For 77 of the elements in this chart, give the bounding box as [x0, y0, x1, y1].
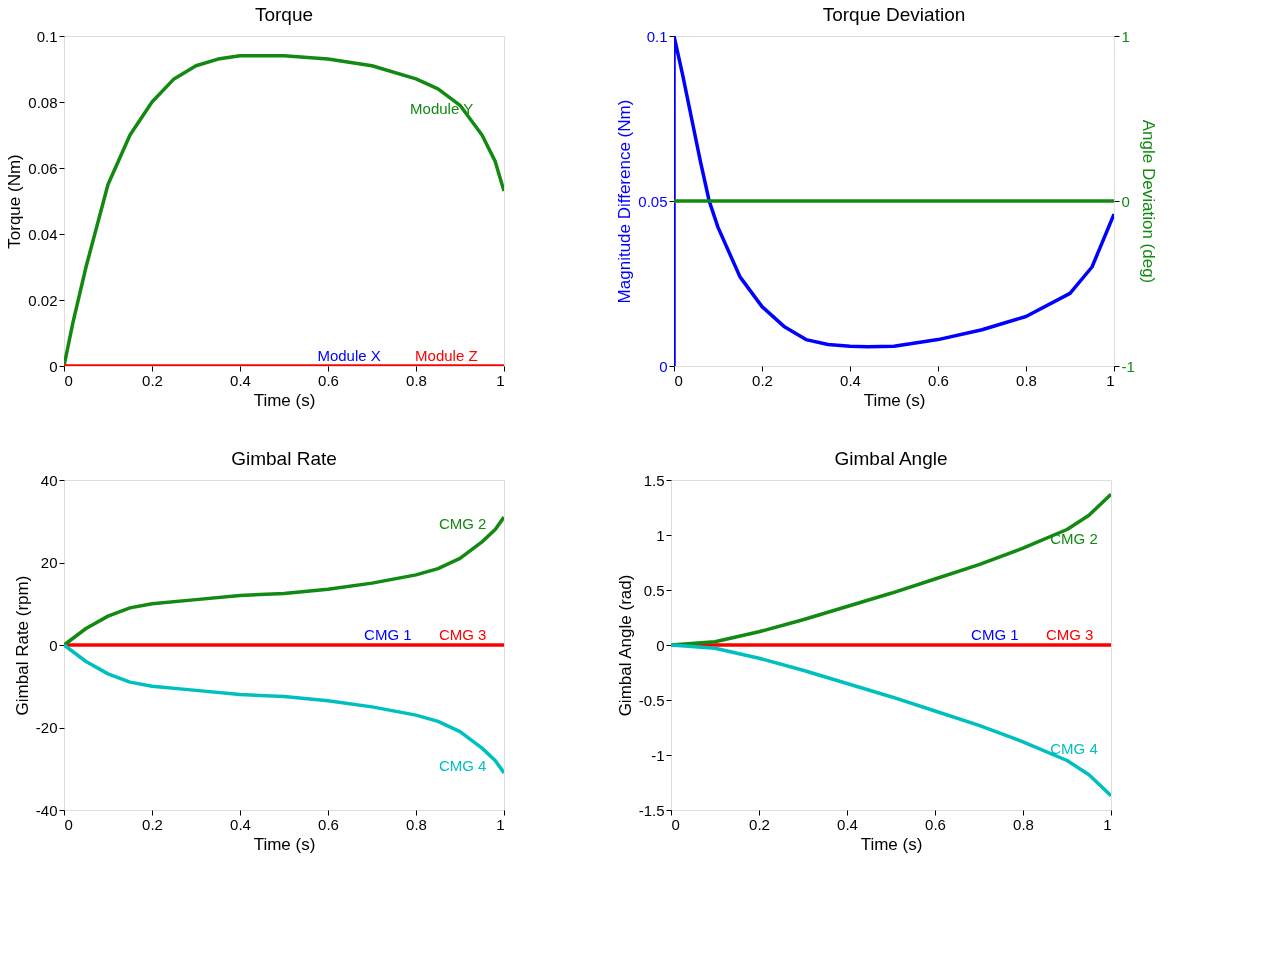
chart-title: Torque	[254, 4, 314, 25]
x-tick-label: 0	[64, 815, 73, 833]
chart-title: Gimbal Angle	[834, 448, 948, 469]
x-tick-label: 1	[496, 815, 505, 833]
x-axis-title: Time (s)	[860, 834, 923, 854]
y-axis-title: Gimbal Angle (rad)	[615, 574, 635, 717]
y-axis-title: Torque (Nm)	[5, 154, 25, 249]
y-tick-label: 1.5	[643, 471, 665, 489]
y-tick-label: 0	[49, 636, 58, 654]
x-tick-label: 0.2	[749, 815, 770, 833]
y-tick-label: 0	[656, 636, 665, 654]
x-tick-label: 0.4	[230, 371, 251, 389]
x-tick-label: 0	[674, 371, 683, 389]
y-tick-label: 0.08	[28, 93, 58, 111]
y-tick-label: -20	[35, 719, 58, 736]
chart-title: Gimbal Rate	[231, 448, 337, 469]
series-label: CMG 4	[438, 757, 487, 775]
x-tick-label: 0.8	[406, 371, 427, 389]
y-axis-title: Gimbal Rate (rpm)	[12, 575, 32, 716]
y-tick-label: -0.5	[638, 691, 665, 709]
legend-label: CMG 1	[364, 626, 412, 643]
y-tick-label: 0.1	[36, 27, 58, 45]
x-tick-label: 0.4	[840, 371, 861, 389]
legend-label: CMG 1	[971, 626, 1019, 643]
x-axis-title: Time (s)	[863, 390, 926, 410]
y2-tick-label: -1	[1121, 357, 1135, 375]
y-tick-label: -1.5	[638, 801, 665, 819]
x-tick-label: 0.8	[406, 815, 427, 833]
line-series	[671, 492, 1111, 647]
series-label: CMG 3	[1045, 626, 1094, 643]
series-label: Module Y	[410, 100, 474, 118]
series-label: CMG 4	[1050, 740, 1098, 758]
y2-tick-label: 0	[1121, 192, 1130, 210]
x-tick-label: 0.8	[1016, 371, 1037, 389]
series-label: Module Z	[415, 347, 478, 364]
x-tick-label: 0.2	[752, 371, 773, 389]
line-series	[64, 515, 504, 647]
y-tick-label: 20	[40, 554, 58, 571]
x-tick-label: 0.4	[230, 815, 251, 833]
y-tick-label: 0.02	[28, 291, 58, 309]
y-tick-label: -1	[651, 746, 665, 764]
x-axis-title: Time (s)	[253, 390, 316, 410]
line-series	[64, 54, 504, 366]
y-tick-label: 0.5	[643, 581, 665, 599]
y-tick-label: 40	[40, 471, 58, 489]
x-tick-label: 0.6	[925, 815, 946, 833]
y-tick-label: -40	[35, 801, 58, 819]
series-label: CMG 2	[438, 514, 487, 532]
x-tick-label: 0.2	[142, 371, 163, 389]
x-tick-label: 0.2	[142, 815, 163, 833]
x-tick-label: 0.8	[1013, 815, 1034, 833]
y-tick-label: 0.1	[646, 27, 668, 45]
y2-axis-title: Angle Deviation (deg)	[1138, 119, 1158, 284]
chart-title: Torque Deviation	[822, 4, 966, 25]
x-tick-label: 1	[1103, 815, 1112, 833]
x-tick-label: 0	[671, 815, 680, 833]
y2-tick-label: 1	[1121, 27, 1130, 45]
x-tick-label: 0.6	[318, 371, 339, 389]
y-tick-label: 0.06	[28, 159, 58, 177]
y-tick-label: 0.05	[638, 192, 668, 210]
x-tick-label: 1	[496, 371, 505, 389]
x-tick-label: 1	[1106, 371, 1115, 389]
x-tick-label: 0.6	[928, 371, 949, 389]
line-series	[671, 643, 1111, 798]
x-tick-label: 0.6	[318, 815, 339, 833]
x-tick-label: 0	[64, 371, 73, 389]
legend-label: Module X	[317, 347, 381, 364]
y-tick-label: 0.04	[28, 225, 58, 243]
series-label: CMG 3	[438, 626, 487, 643]
line-series	[674, 36, 1114, 366]
line-series	[64, 643, 504, 775]
y-tick-label: 0	[49, 357, 58, 375]
x-tick-label: 0.4	[837, 815, 858, 833]
x-axis-title: Time (s)	[253, 834, 316, 854]
y-tick-label: 1	[656, 526, 665, 544]
y-tick-label: 0	[659, 357, 668, 375]
y-axis-title: Magnitude Difference (Nm)	[615, 99, 635, 304]
